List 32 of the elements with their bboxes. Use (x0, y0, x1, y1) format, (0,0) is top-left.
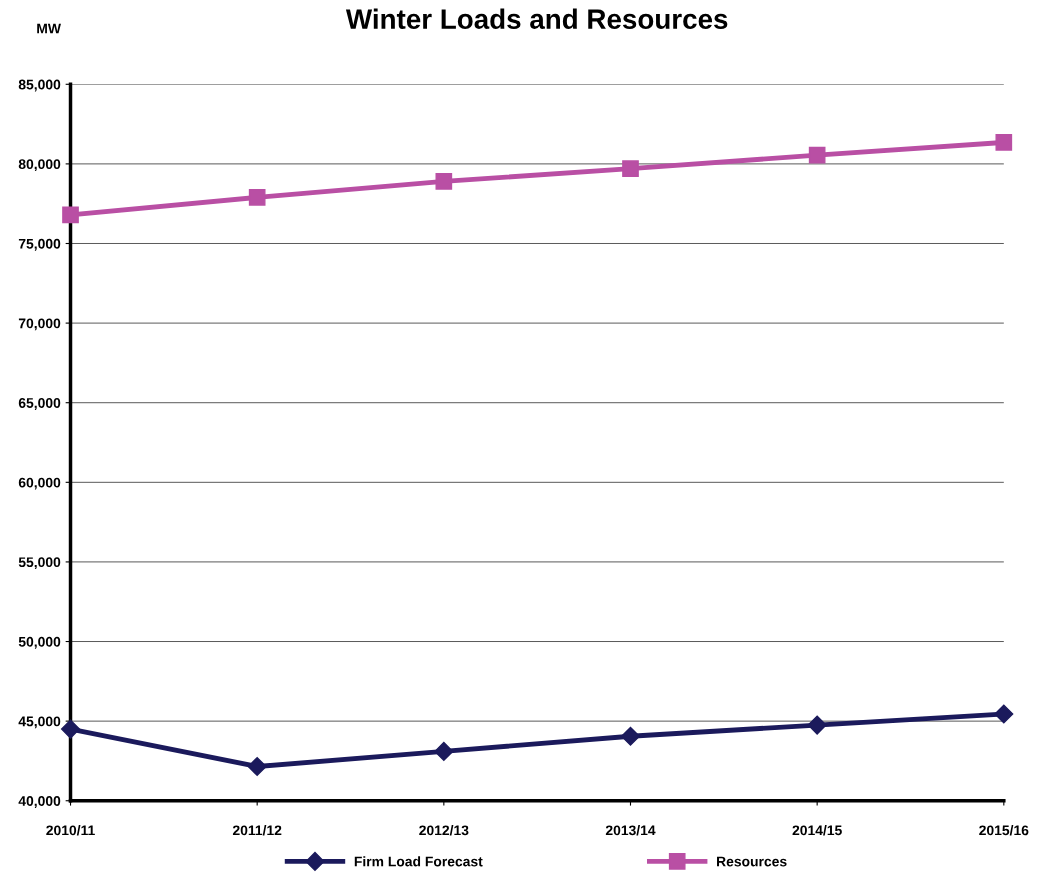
chart-title: Winter Loads and Resources (345, 8, 728, 30)
y-tick-label: 60,000 (18, 477, 61, 490)
x-tick-label: 2011/12 (232, 825, 282, 836)
point (622, 160, 639, 178)
y-tick-label: 70,000 (18, 318, 61, 331)
point (435, 173, 453, 190)
point (620, 726, 641, 746)
y-tick-label: 75,000 (18, 238, 61, 251)
point (60, 719, 81, 739)
y-tick-label: 45,000 (18, 716, 61, 729)
x-tick-label: 2012/13 (419, 825, 469, 836)
y-tick-label: 55,000 (18, 557, 61, 570)
point (434, 741, 454, 761)
y-tick-label: 50,000 (18, 636, 61, 649)
legend-label: Resources (717, 856, 787, 867)
point (994, 704, 1014, 724)
x-tick-label: 2014/15 (792, 825, 842, 836)
y-tick-label: 40,000 (18, 796, 61, 808)
legend-label: Firm Load Forecast (354, 856, 483, 867)
point (995, 134, 1013, 151)
point (808, 146, 826, 164)
y-tick-label: 85,000 (18, 79, 61, 92)
y-tick-label: 80,000 (18, 159, 61, 172)
point (247, 756, 267, 777)
point (248, 188, 266, 206)
point (807, 715, 827, 735)
y-tick-label: 65,000 (18, 398, 61, 410)
x-tick-label: 2010/11 (46, 825, 95, 836)
x-tick-label: 2015/16 (979, 825, 1029, 836)
x-tick-label: 2013/14 (605, 825, 656, 836)
y-axis-title: MW (37, 23, 61, 34)
point (62, 206, 79, 224)
